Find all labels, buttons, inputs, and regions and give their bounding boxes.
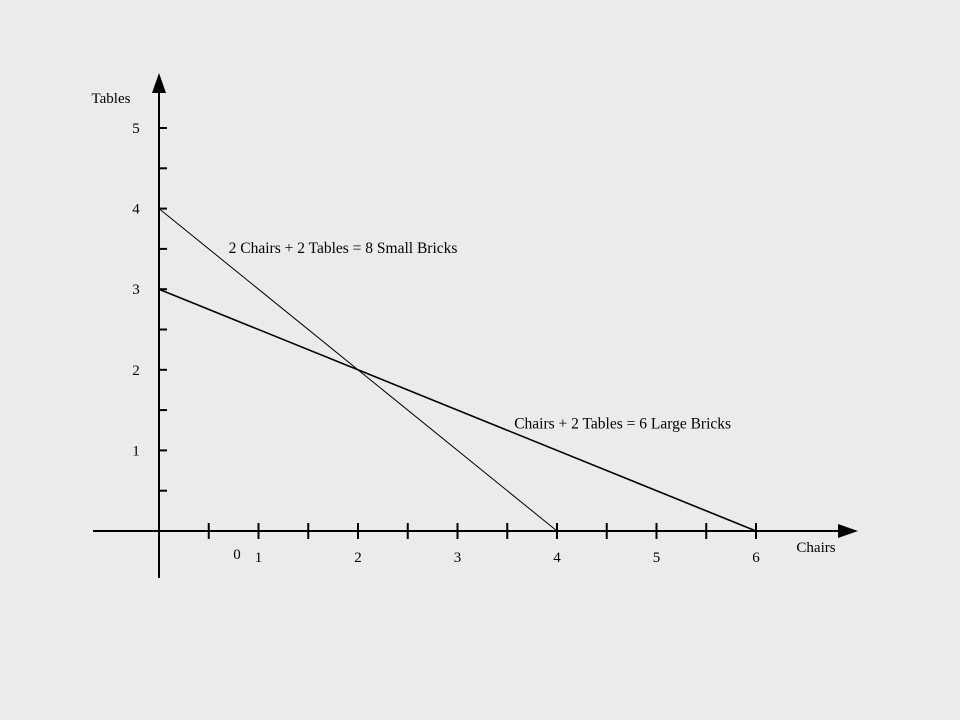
y-tick-label: 2	[132, 363, 140, 379]
x-tick-label: 1	[255, 550, 263, 566]
y-tick-label: 3	[132, 282, 140, 298]
ticks	[159, 127, 757, 539]
x-axis-arrow	[838, 524, 858, 538]
annotation-2: Chairs + 2 Tables = 6 Large Bricks	[514, 416, 731, 433]
x-tick-label: 6	[752, 550, 760, 566]
axes	[93, 73, 858, 578]
y-axis-label: Tables	[92, 91, 131, 107]
origin-label: 0	[233, 547, 241, 563]
series-line-2	[158, 288, 757, 532]
x-tick-label: 3	[454, 550, 462, 566]
annotation-1: 2 Chairs + 2 Tables = 8 Small Bricks	[229, 240, 458, 257]
x-axis-label: Chairs	[796, 540, 835, 556]
y-tick-label: 5	[132, 121, 140, 137]
series	[158, 208, 757, 532]
y-axis-arrow	[152, 73, 166, 93]
x-tick-label: 4	[553, 550, 561, 566]
labels: 1 2 3 4 5 6 1 2 3 4 5 0 Tables Chairs 2 Chairs + 2 Tab…	[92, 91, 836, 566]
y-tick-label: 4	[132, 202, 140, 218]
x-tick-label: 2	[354, 550, 362, 566]
x-tick-label: 5	[653, 550, 661, 566]
y-tick-label: 1	[132, 443, 140, 459]
